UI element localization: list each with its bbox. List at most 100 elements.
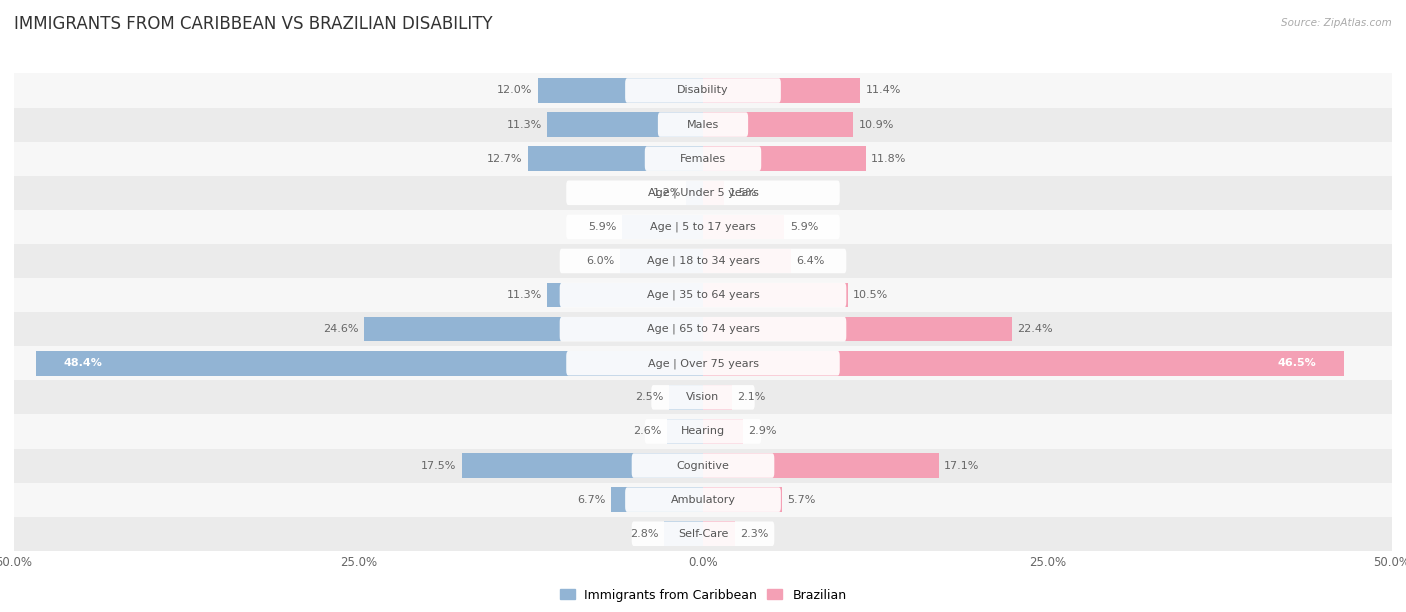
Bar bbox=[703, 78, 860, 103]
FancyBboxPatch shape bbox=[560, 317, 846, 341]
Bar bbox=[14, 278, 1392, 312]
Text: Source: ZipAtlas.com: Source: ZipAtlas.com bbox=[1281, 18, 1392, 28]
Text: 12.7%: 12.7% bbox=[486, 154, 523, 163]
FancyBboxPatch shape bbox=[645, 146, 761, 171]
Bar bbox=[14, 346, 1392, 380]
Bar bbox=[529, 146, 703, 171]
Text: 11.8%: 11.8% bbox=[872, 154, 907, 163]
Bar bbox=[703, 215, 785, 239]
Text: 12.0%: 12.0% bbox=[496, 86, 531, 95]
Text: Age | 35 to 64 years: Age | 35 to 64 years bbox=[647, 290, 759, 300]
Bar bbox=[703, 317, 1012, 341]
Bar bbox=[364, 317, 703, 341]
FancyBboxPatch shape bbox=[626, 487, 780, 512]
Text: 2.3%: 2.3% bbox=[740, 529, 769, 539]
Text: Cognitive: Cognitive bbox=[676, 461, 730, 471]
Text: 2.5%: 2.5% bbox=[634, 392, 664, 402]
FancyBboxPatch shape bbox=[645, 419, 761, 444]
Text: 1.5%: 1.5% bbox=[730, 188, 758, 198]
Text: Age | Over 75 years: Age | Over 75 years bbox=[648, 358, 758, 368]
Bar bbox=[703, 419, 742, 444]
Text: Males: Males bbox=[688, 119, 718, 130]
Bar bbox=[461, 453, 703, 478]
Bar bbox=[703, 113, 853, 137]
Bar bbox=[37, 351, 703, 376]
Bar bbox=[14, 483, 1392, 517]
Text: 46.5%: 46.5% bbox=[1278, 358, 1316, 368]
Bar bbox=[14, 414, 1392, 449]
Bar bbox=[621, 215, 703, 239]
Bar bbox=[610, 487, 703, 512]
Text: 6.7%: 6.7% bbox=[576, 494, 605, 505]
FancyBboxPatch shape bbox=[560, 283, 846, 307]
Bar bbox=[703, 181, 724, 205]
FancyBboxPatch shape bbox=[567, 181, 839, 205]
Bar bbox=[703, 283, 848, 307]
Text: IMMIGRANTS FROM CARIBBEAN VS BRAZILIAN DISABILITY: IMMIGRANTS FROM CARIBBEAN VS BRAZILIAN D… bbox=[14, 15, 492, 32]
Bar bbox=[703, 351, 1344, 376]
Text: 24.6%: 24.6% bbox=[323, 324, 359, 334]
Text: 5.9%: 5.9% bbox=[790, 222, 818, 232]
Text: Self-Care: Self-Care bbox=[678, 529, 728, 539]
Text: Age | 5 to 17 years: Age | 5 to 17 years bbox=[650, 222, 756, 232]
Text: 2.6%: 2.6% bbox=[633, 427, 662, 436]
Bar bbox=[14, 380, 1392, 414]
Bar bbox=[703, 487, 782, 512]
Text: Age | Under 5 years: Age | Under 5 years bbox=[648, 187, 758, 198]
Text: 10.5%: 10.5% bbox=[853, 290, 889, 300]
Text: 2.9%: 2.9% bbox=[748, 427, 778, 436]
FancyBboxPatch shape bbox=[631, 453, 775, 478]
Text: 1.2%: 1.2% bbox=[652, 188, 681, 198]
Bar bbox=[665, 521, 703, 546]
Legend: Immigrants from Caribbean, Brazilian: Immigrants from Caribbean, Brazilian bbox=[554, 584, 852, 606]
Bar bbox=[14, 141, 1392, 176]
Bar bbox=[547, 283, 703, 307]
Text: Disability: Disability bbox=[678, 86, 728, 95]
Text: Vision: Vision bbox=[686, 392, 720, 402]
Bar bbox=[14, 312, 1392, 346]
Text: 6.4%: 6.4% bbox=[797, 256, 825, 266]
Bar bbox=[703, 248, 792, 273]
Bar bbox=[547, 113, 703, 137]
Text: Hearing: Hearing bbox=[681, 427, 725, 436]
Text: 22.4%: 22.4% bbox=[1017, 324, 1053, 334]
Text: 17.5%: 17.5% bbox=[420, 461, 457, 471]
Text: 10.9%: 10.9% bbox=[859, 119, 894, 130]
Bar bbox=[14, 108, 1392, 141]
Bar bbox=[703, 385, 733, 409]
Bar bbox=[14, 517, 1392, 551]
Bar bbox=[669, 385, 703, 409]
Bar bbox=[686, 181, 703, 205]
FancyBboxPatch shape bbox=[631, 521, 775, 546]
Bar bbox=[14, 176, 1392, 210]
Bar bbox=[537, 78, 703, 103]
FancyBboxPatch shape bbox=[567, 351, 839, 376]
Text: 5.9%: 5.9% bbox=[588, 222, 616, 232]
Text: 48.4%: 48.4% bbox=[63, 358, 103, 368]
Bar bbox=[703, 453, 939, 478]
Text: 2.1%: 2.1% bbox=[738, 392, 766, 402]
Text: 11.3%: 11.3% bbox=[506, 119, 541, 130]
Text: 11.3%: 11.3% bbox=[506, 290, 541, 300]
Text: Females: Females bbox=[681, 154, 725, 163]
Bar bbox=[14, 73, 1392, 108]
Text: Age | 18 to 34 years: Age | 18 to 34 years bbox=[647, 256, 759, 266]
Text: Ambulatory: Ambulatory bbox=[671, 494, 735, 505]
Text: 5.7%: 5.7% bbox=[787, 494, 815, 505]
Bar bbox=[668, 419, 703, 444]
Text: 6.0%: 6.0% bbox=[586, 256, 614, 266]
Bar bbox=[14, 244, 1392, 278]
FancyBboxPatch shape bbox=[626, 78, 780, 103]
FancyBboxPatch shape bbox=[658, 113, 748, 137]
Bar bbox=[703, 521, 735, 546]
Text: 11.4%: 11.4% bbox=[866, 86, 901, 95]
Text: 2.8%: 2.8% bbox=[630, 529, 659, 539]
Bar bbox=[14, 210, 1392, 244]
Text: Age | 65 to 74 years: Age | 65 to 74 years bbox=[647, 324, 759, 334]
Bar bbox=[703, 146, 866, 171]
Bar bbox=[14, 449, 1392, 483]
FancyBboxPatch shape bbox=[651, 385, 755, 409]
FancyBboxPatch shape bbox=[560, 248, 846, 273]
Bar bbox=[620, 248, 703, 273]
FancyBboxPatch shape bbox=[567, 215, 839, 239]
